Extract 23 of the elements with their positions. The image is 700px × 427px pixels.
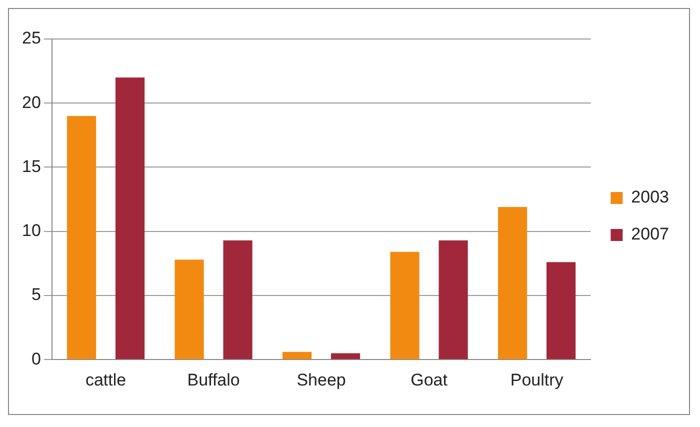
bar (115, 77, 145, 360)
bar (330, 353, 360, 360)
bar (174, 260, 204, 360)
bar (498, 206, 528, 360)
y-tick-label: 5 (31, 285, 41, 304)
legend-label: 2007 (631, 224, 670, 244)
bar (223, 240, 252, 360)
bar (66, 116, 96, 360)
y-tick-label: 15 (22, 156, 41, 176)
x-tick-label: Sheep (296, 370, 346, 390)
y-tick-label: 10 (22, 221, 41, 240)
x-tick-label: Buffalo (187, 370, 240, 390)
x-tick-label: cattle (85, 370, 126, 390)
y-tick-label: 0 (31, 349, 41, 368)
x-tick-label: Poultry (510, 370, 564, 390)
bar (438, 240, 468, 360)
legend-label: 2003 (631, 188, 670, 207)
bar (390, 252, 420, 360)
bar (282, 352, 312, 360)
x-tick-label: Goat (410, 370, 448, 390)
bar (546, 262, 576, 360)
y-tick-label: 20 (22, 92, 41, 112)
y-tick-label: 25 (22, 28, 41, 48)
